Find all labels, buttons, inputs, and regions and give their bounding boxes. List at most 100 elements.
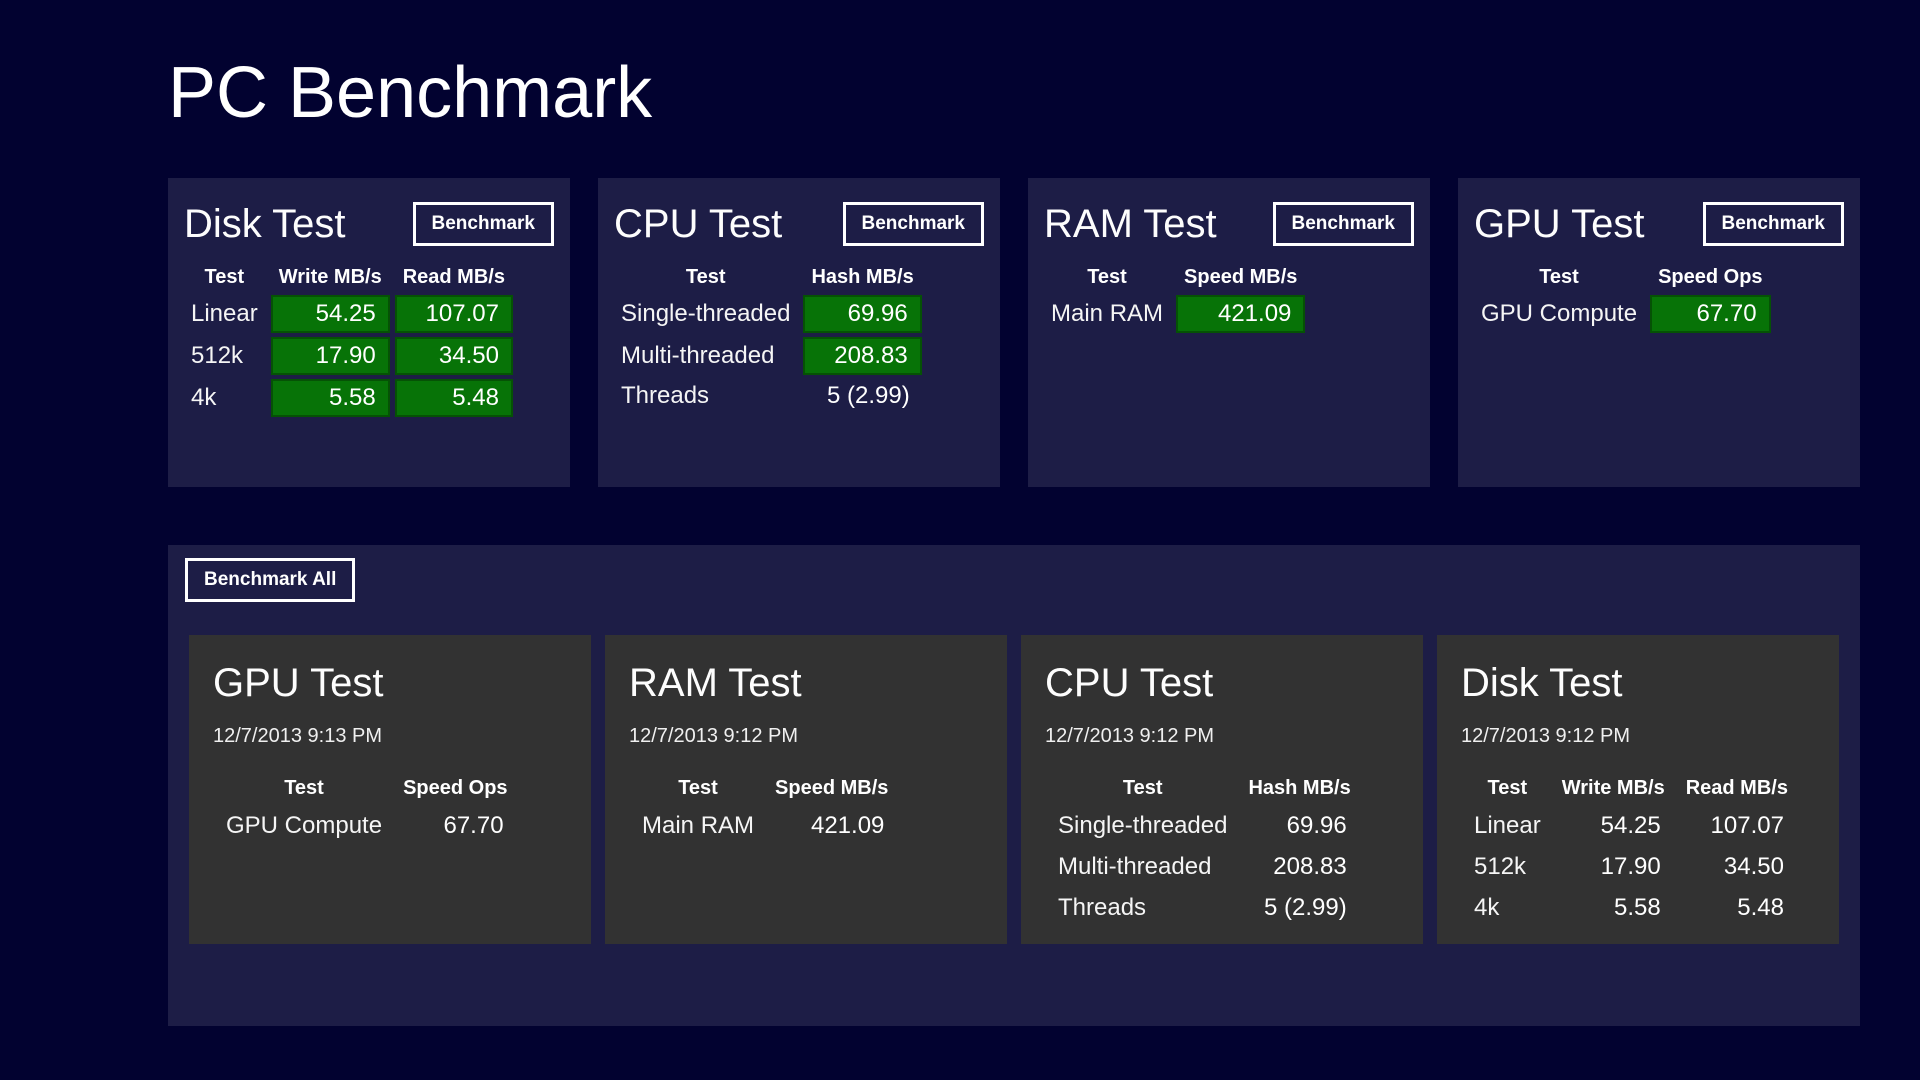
row-label: Main RAM xyxy=(642,812,755,839)
row-label: GPU Compute xyxy=(226,812,383,839)
result-value: 5 (2.99) xyxy=(826,382,910,409)
result-value: 421.09 xyxy=(810,812,885,839)
row-label: 4k xyxy=(191,384,217,411)
table-header-row: Test Hash MB/s xyxy=(613,264,922,291)
ram-result-table: Test Speed MB/s Main RAM 421.09 xyxy=(629,768,901,850)
row-label: GPU Compute xyxy=(1481,300,1638,327)
result-value-highlighted: 17.90 xyxy=(270,337,390,375)
panel-title: RAM Test xyxy=(1044,202,1217,246)
table-row: Linear 54.25 107.07 xyxy=(183,295,513,333)
panel-disk-test: Disk Test Benchmark Test Write MB/s Read MB/… xyxy=(168,178,570,487)
row-label: Single-threaded xyxy=(1058,812,1228,839)
disk-result-table: Test Write MB/s Read MB/s Linear 54.25 107.07… xyxy=(1461,768,1801,932)
result-value: 107.07 xyxy=(1710,812,1784,839)
table-header-row: Test Hash MB/s xyxy=(1050,775,1359,802)
result-card-title: GPU Test xyxy=(213,661,384,705)
table-row: 4k 5.58 5.48 xyxy=(183,379,513,417)
result-card-timestamp: 12/7/2013 9:13 PM xyxy=(213,725,383,747)
result-value: 5 (2.99) xyxy=(1263,894,1347,921)
page-title: PC Benchmark xyxy=(168,53,653,133)
ram-test-table: Test Speed MB/s Main RAM 421.09 xyxy=(1038,260,1310,337)
disk-test-table: Test Write MB/s Read MB/s Linear 54.25 107.07… xyxy=(178,260,518,421)
result-value-highlighted: 69.96 xyxy=(803,295,922,333)
result-value-highlighted: 421.09 xyxy=(1176,295,1306,333)
result-card-title: Disk Test xyxy=(1461,661,1623,705)
column-header: Write MB/s xyxy=(278,266,382,288)
result-value-highlighted: 67.70 xyxy=(1650,295,1771,333)
result-card-cpu-result: CPU Test 12/7/2013 9:12 PM Test Hash MB/s Si… xyxy=(1021,635,1423,944)
panel-ram-test: RAM Test Benchmark Test Speed MB/s Main RAM 4… xyxy=(1028,178,1430,487)
table-row: Threads 5 (2.99) xyxy=(613,379,922,413)
benchmark-button-gpu[interactable]: Benchmark xyxy=(1702,202,1844,246)
result-cards-row: GPU Test 12/7/2013 9:13 PM Test Speed Ops GP… xyxy=(189,635,1839,944)
column-header: Test xyxy=(204,266,245,288)
table-row: Threads 5 (2.99) xyxy=(1050,891,1359,925)
row-label: Linear xyxy=(191,300,258,327)
column-header: Hash MB/s xyxy=(1248,777,1351,799)
benchmark-panels-row: Disk Test Benchmark Test Write MB/s Read MB/… xyxy=(168,178,1860,487)
table-row: Multi-threaded 208.83 xyxy=(1050,850,1359,884)
result-card-title: RAM Test xyxy=(629,661,802,705)
result-card-gpu-result: GPU Test 12/7/2013 9:13 PM Test Speed Ops GP… xyxy=(189,635,591,944)
result-card-disk-result: Disk Test 12/7/2013 9:12 PM Test Write MB/s… xyxy=(1437,635,1839,944)
result-card-ram-result: RAM Test 12/7/2013 9:12 PM Test Speed MB/s M… xyxy=(605,635,1007,944)
result-card-timestamp: 12/7/2013 9:12 PM xyxy=(629,725,799,747)
results-section: Benchmark All GPU Test 12/7/2013 9:13 PM T… xyxy=(168,545,1860,1026)
column-header: Test xyxy=(284,777,324,799)
result-value-highlighted: 208.83 xyxy=(803,337,922,375)
benchmark-all-button[interactable]: Benchmark All xyxy=(185,558,356,602)
result-card-title: CPU Test xyxy=(1045,661,1214,705)
column-header: Speed MB/s xyxy=(1184,266,1298,288)
row-label: Multi-threaded xyxy=(1058,853,1212,880)
table-row: Main RAM 421.09 xyxy=(1043,295,1306,333)
table-row: Multi-threaded 208.83 xyxy=(613,337,922,375)
result-value: 208.83 xyxy=(1273,853,1347,880)
panel-cpu-test: CPU Test Benchmark Test Hash MB/s Single-thr… xyxy=(598,178,1000,487)
panel-header: GPU Test Benchmark xyxy=(1458,178,1860,246)
panel-header: RAM Test Benchmark xyxy=(1028,178,1430,246)
column-header: Hash MB/s xyxy=(811,266,914,288)
benchmark-button-ram[interactable]: Benchmark xyxy=(1272,202,1414,246)
row-label: 4k xyxy=(1474,894,1500,921)
table-row: 512k 17.90 34.50 xyxy=(183,337,513,375)
column-header: Speed MB/s xyxy=(775,777,889,799)
panel-header: Disk Test Benchmark xyxy=(168,178,570,246)
column-header: Speed Ops xyxy=(403,777,508,799)
column-header: Read MB/s xyxy=(1685,777,1788,799)
table-row: Single-threaded 69.96 xyxy=(1050,809,1359,843)
benchmark-button-disk[interactable]: Benchmark xyxy=(412,202,554,246)
result-value: 5.48 xyxy=(1737,894,1784,921)
result-value-highlighted: 54.25 xyxy=(270,295,390,333)
column-header: Test xyxy=(1087,266,1127,288)
column-header: Test xyxy=(1487,777,1528,799)
row-label: Main RAM xyxy=(1051,300,1164,327)
result-value-highlighted: 5.48 xyxy=(394,379,513,417)
result-value-highlighted: 34.50 xyxy=(394,337,513,375)
table-header-row: Test Speed Ops xyxy=(218,775,516,802)
gpu-test-table: Test Speed Ops GPU Compute 67.70 xyxy=(1468,260,1776,337)
row-label: 512k xyxy=(191,342,244,369)
table-row: GPU Compute 67.70 xyxy=(1473,295,1771,333)
column-header: Test xyxy=(1539,266,1579,288)
result-value: 69.96 xyxy=(1286,812,1347,839)
result-value: 54.25 xyxy=(1600,812,1661,839)
row-label: Multi-threaded xyxy=(621,342,775,369)
result-value: 5.58 xyxy=(1613,894,1661,921)
result-value: 17.90 xyxy=(1600,853,1661,880)
result-value-highlighted: 107.07 xyxy=(394,295,513,333)
result-value: 67.70 xyxy=(443,812,504,839)
table-header-row: Test Speed Ops xyxy=(1473,264,1771,291)
column-header: Test xyxy=(1122,777,1163,799)
table-row: Single-threaded 69.96 xyxy=(613,295,922,333)
panel-title: Disk Test xyxy=(184,202,346,246)
result-card-timestamp: 12/7/2013 9:12 PM xyxy=(1461,725,1631,747)
column-header: Test xyxy=(685,266,726,288)
panel-title: CPU Test xyxy=(614,202,783,246)
result-value-highlighted: 5.58 xyxy=(270,379,390,417)
cpu-result-table: Test Hash MB/s Single-threaded 69.96 Multi-t… xyxy=(1045,768,1364,932)
panel-header: CPU Test Benchmark xyxy=(598,178,1000,246)
benchmark-button-cpu[interactable]: Benchmark xyxy=(842,202,984,246)
column-header: Test xyxy=(678,777,718,799)
row-label: Threads xyxy=(621,382,710,409)
panel-gpu-test: GPU Test Benchmark Test Speed Ops GPU Comput… xyxy=(1458,178,1860,487)
